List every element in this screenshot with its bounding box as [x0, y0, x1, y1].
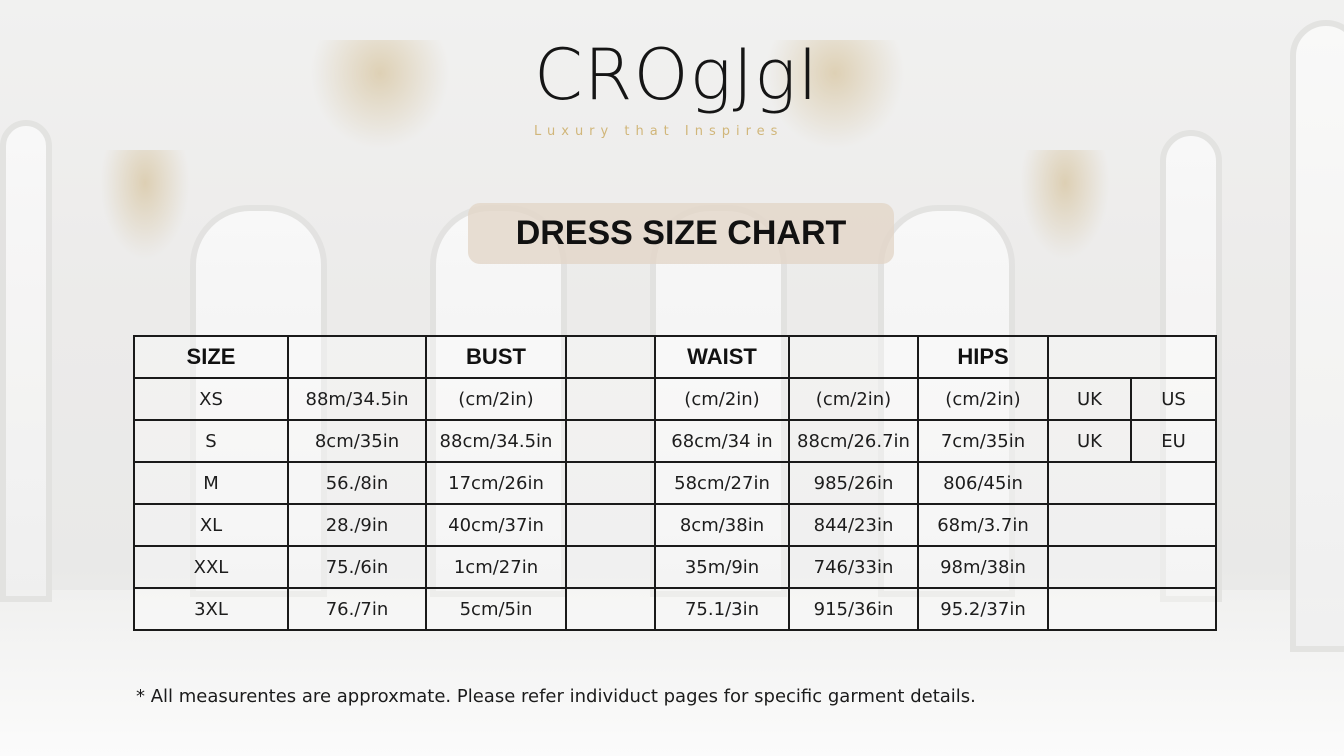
- table-cell: 28./9in: [287, 503, 427, 547]
- table-cell: 844/23in: [788, 503, 919, 547]
- table-cell: [565, 461, 656, 505]
- table-row: XL 28./9in 40cm/37in 8cm/38in 844/23in 68m/3.…: [133, 503, 1217, 547]
- footnote: * All measurentes are approxmate. Please…: [136, 686, 976, 707]
- table-cell: 88m/34.5in: [287, 377, 427, 421]
- table-cell: [565, 419, 656, 463]
- table-cell: (cm/2in): [425, 377, 567, 421]
- column-header: [788, 335, 919, 379]
- table-cell: XS: [133, 377, 289, 421]
- column-header: SIZE: [133, 335, 289, 379]
- table-cell: [565, 545, 656, 589]
- size-chart-table: SIZE BUST WAIST HIPS XS 88m/34.5in (cm/2in) (cm…: [133, 335, 1217, 631]
- table-cell: 95.2/37in: [917, 587, 1049, 631]
- table-cell: [565, 587, 656, 631]
- table-cell: 5cm/5in: [425, 587, 567, 631]
- column-header: [287, 335, 427, 379]
- table-cell: 76./7in: [287, 587, 427, 631]
- table-cell: (cm/2in): [788, 377, 919, 421]
- table-cell: 88cm/26.7in: [788, 419, 919, 463]
- table-cell: 1cm/27in: [425, 545, 567, 589]
- brand-tagline: Luxury that Inspires: [534, 124, 784, 139]
- table-cell: [1047, 587, 1217, 631]
- table-cell: 8cm/38in: [654, 503, 790, 547]
- table-cell: 75./6in: [287, 545, 427, 589]
- table-cell: 75.1/3in: [654, 587, 790, 631]
- table-cell: (cm/2in): [654, 377, 790, 421]
- table-cell: XL: [133, 503, 289, 547]
- column-header: [565, 335, 656, 379]
- table-cell: 3XL: [133, 587, 289, 631]
- table-row: 3XL 76./7in 5cm/5in 75.1/3in 915/36in 95.2/37…: [133, 587, 1217, 631]
- table-cell: [565, 503, 656, 547]
- table-cell: 17cm/26in: [425, 461, 567, 505]
- table-cell: EU: [1130, 419, 1217, 463]
- table-cell: [565, 377, 656, 421]
- table-cell: 7cm/35in: [917, 419, 1049, 463]
- table-cell: 68m/3.7in: [917, 503, 1049, 547]
- table-cell: 56./8in: [287, 461, 427, 505]
- table-cell: S: [133, 419, 289, 463]
- table-cell: UK: [1047, 377, 1132, 421]
- table-cell: 8cm/35in: [287, 419, 427, 463]
- table-row: XXL 75./6in 1cm/27in 35m/9in 746/33in 98m/38i…: [133, 545, 1217, 589]
- table-cell: 88cm/34.5in: [425, 419, 567, 463]
- column-header: BUST: [425, 335, 567, 379]
- table-cell: [1047, 545, 1217, 589]
- table-cell: 915/36in: [788, 587, 919, 631]
- table-cell: 68cm/34 in: [654, 419, 790, 463]
- logo-wordmark: CROgJgI: [534, 34, 819, 116]
- table-cell: (cm/2in): [917, 377, 1049, 421]
- column-header: [1047, 335, 1217, 379]
- table-cell: 58cm/27in: [654, 461, 790, 505]
- table-row: M 56./8in 17cm/26in 58cm/27in 985/26in 806/45…: [133, 461, 1217, 505]
- table-cell: 40cm/37in: [425, 503, 567, 547]
- table-cell: M: [133, 461, 289, 505]
- column-header: HIPS: [917, 335, 1049, 379]
- table-cell: US: [1130, 377, 1217, 421]
- table-cell: 985/26in: [788, 461, 919, 505]
- title-banner: DRESS SIZE CHART: [468, 203, 894, 264]
- table-row: S 8cm/35in 88cm/34.5in 68cm/34 in 88cm/26.7i…: [133, 419, 1217, 463]
- header-row: SIZE BUST WAIST HIPS: [133, 335, 1217, 379]
- table-cell: [1047, 461, 1217, 505]
- table-cell: 746/33in: [788, 545, 919, 589]
- table-cell: 35m/9in: [654, 545, 790, 589]
- table-cell: 806/45in: [917, 461, 1049, 505]
- table-cell: XXL: [133, 545, 289, 589]
- table-row: XS 88m/34.5in (cm/2in) (cm/2in) (cm/2in) (cm/…: [133, 377, 1217, 421]
- table-cell: 98m/38in: [917, 545, 1049, 589]
- column-header: WAIST: [654, 335, 790, 379]
- table-cell: UK: [1047, 419, 1132, 463]
- table-cell: [1047, 503, 1217, 547]
- page-title: DRESS SIZE CHART: [515, 214, 847, 252]
